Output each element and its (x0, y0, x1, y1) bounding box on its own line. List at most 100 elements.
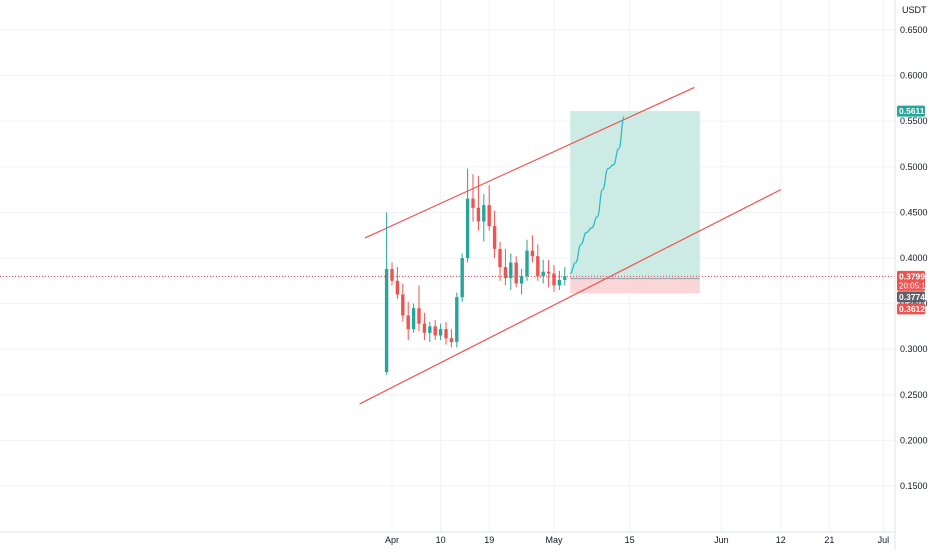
y-tick-label: 0.5500 (900, 116, 928, 126)
candle-body (417, 308, 421, 324)
candle-body (438, 329, 443, 336)
candle (384, 212, 389, 375)
candle (460, 253, 464, 302)
candle (471, 174, 475, 222)
candle (476, 175, 481, 231)
x-tick-label: Jun (714, 535, 729, 545)
stop-price-tag-bg (897, 303, 925, 315)
price-axis[interactable]: 0.65000.60000.55000.50000.45000.40000.35… (900, 25, 928, 491)
candle (390, 262, 394, 286)
y-tick-label: 0.5000 (900, 162, 928, 172)
candle (514, 256, 518, 288)
candle-body (487, 205, 491, 227)
candle-body (552, 273, 556, 286)
candle (411, 303, 416, 333)
entry-price-tag-value: 0.3774 (899, 292, 925, 302)
candle (552, 265, 556, 292)
candle (465, 168, 470, 263)
candle (563, 267, 567, 286)
candle-body (482, 205, 486, 222)
candle (519, 268, 524, 295)
candle-body (519, 276, 524, 284)
channel-line-upper[interactable] (364, 86, 695, 239)
candle (433, 320, 437, 341)
x-tick-label: 15 (625, 535, 635, 545)
candle-body (422, 323, 427, 333)
last-price-tag-bg (897, 270, 925, 291)
candle-body (476, 207, 481, 222)
candle-body (460, 258, 464, 298)
x-tick-label: Jul (878, 535, 890, 545)
last-price-tag-countdown: 20:05:17 (899, 281, 931, 290)
loss-zone[interactable] (570, 278, 700, 294)
candle-body (563, 276, 567, 280)
candle (455, 292, 459, 348)
candle (557, 270, 562, 290)
channel-line-lower[interactable] (359, 189, 782, 405)
drawing-lines[interactable] (0, 86, 895, 405)
candle-body (406, 315, 410, 330)
candle (530, 235, 535, 263)
candle-body (541, 271, 545, 277)
time-axis[interactable]: Apr 10 19 May 15 Jun 12 21 Jul (0, 0, 896, 550)
y-tick-label: 0.4000 (900, 253, 928, 263)
candle-body (546, 271, 551, 274)
candle (487, 185, 491, 231)
candle-body (471, 198, 475, 208)
currency-label: USDT (902, 5, 927, 15)
candle (536, 244, 540, 281)
y-tick-label: 0.2500 (900, 390, 928, 400)
candle-body (411, 308, 416, 330)
x-tick-label: 21 (824, 535, 834, 545)
entry-price-tag-bg (897, 291, 925, 303)
y-tick-label: 0.2000 (900, 435, 928, 445)
last-price-tag-value: 0.3799 (899, 271, 925, 281)
projection-path[interactable] (569, 116, 625, 275)
candle (498, 241, 502, 281)
candle (438, 323, 443, 341)
candle-body (390, 268, 394, 281)
candle-body (530, 250, 535, 257)
y-tick-label: 0.3000 (900, 344, 928, 354)
position-zones[interactable] (570, 111, 700, 294)
candle-body (498, 248, 502, 268)
x-tick-label: 19 (484, 535, 494, 545)
candle-body (428, 326, 432, 333)
candle-body (433, 326, 437, 336)
y-tick-label: 0.1500 (900, 481, 928, 491)
candle-body (401, 294, 405, 316)
candle (422, 312, 427, 341)
candle-body (455, 297, 459, 342)
candle (449, 329, 454, 348)
x-tick-label: Apr (385, 535, 399, 545)
candle (428, 321, 432, 342)
candle-body (449, 338, 454, 342)
candle-body (384, 268, 389, 372)
target-price-tag-value: 0.5611 (899, 106, 925, 116)
candle-body (514, 262, 518, 284)
stop-price-tag-value: 0.3612 (899, 304, 925, 314)
candle-body (503, 267, 508, 279)
profit-zone[interactable] (570, 111, 700, 279)
candle-body (492, 226, 497, 249)
candle (541, 259, 545, 284)
candle (482, 194, 486, 242)
candle (406, 301, 410, 341)
candle-body (525, 250, 529, 277)
y-tick-label: 0.6000 (900, 71, 928, 81)
candlestick-series (384, 168, 567, 375)
candle (503, 248, 508, 286)
candle-body (509, 262, 513, 279)
candle-body (536, 256, 540, 277)
candle-body (465, 198, 470, 258)
target-price-tag-bg (897, 105, 925, 117)
candle (395, 267, 400, 300)
candle (417, 285, 421, 331)
x-tick-label: May (545, 535, 563, 545)
candle (546, 259, 551, 288)
candle (525, 239, 529, 281)
candle-body (444, 329, 448, 339)
